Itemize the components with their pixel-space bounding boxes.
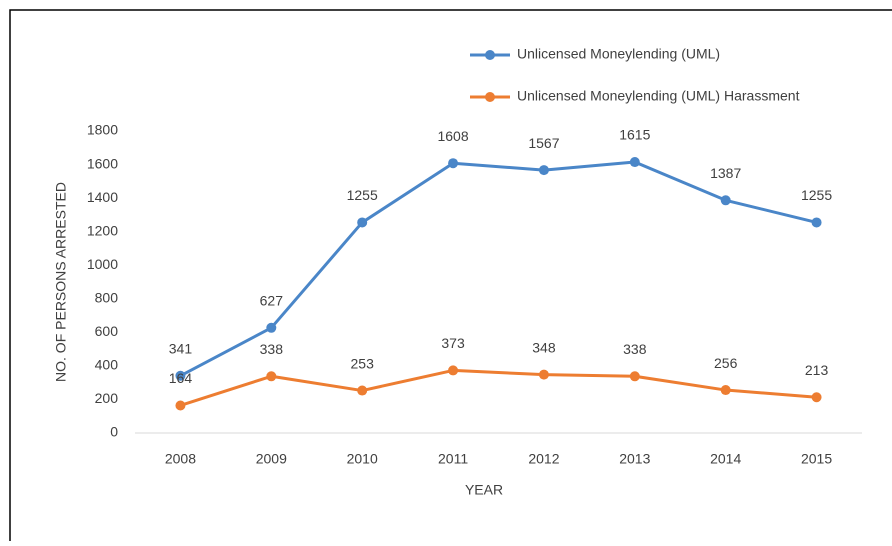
y-tick-label: 1800: [87, 122, 118, 138]
data-label: 1608: [437, 128, 468, 144]
legend-marker: [485, 50, 495, 60]
y-tick-label: 1400: [87, 189, 118, 205]
x-tick-label: 2010: [347, 451, 378, 467]
point: [357, 217, 368, 228]
y-tick-label: 0: [110, 424, 118, 440]
point: [720, 385, 731, 396]
y-tick-label: 800: [95, 289, 119, 305]
x-tick-label: 2008: [165, 451, 196, 467]
frame: [9, 9, 892, 546]
point: [629, 157, 640, 168]
point: [175, 370, 186, 381]
x-tick-label: 2009: [256, 451, 287, 467]
point: [357, 385, 368, 396]
y-tick-label: 1600: [87, 155, 118, 171]
legend-label: Unlicensed Moneylending (UML) Harassment: [517, 88, 800, 104]
point: [811, 217, 822, 228]
point: [538, 165, 549, 176]
data-label: 213: [805, 362, 829, 378]
data-label: 341: [169, 340, 193, 356]
point: [448, 365, 459, 376]
y-axis-label: NO. OF PERSONS ARRESTED: [53, 182, 69, 382]
data-label: 338: [260, 341, 284, 357]
y-tick-label: 200: [95, 390, 119, 406]
data-label: 1615: [619, 127, 650, 143]
point: [175, 400, 186, 411]
data-label: 1567: [528, 135, 559, 151]
x-tick-label: 2014: [710, 451, 741, 467]
legend-label: Unlicensed Moneylending (UML): [517, 46, 720, 62]
data-label: 338: [623, 341, 647, 357]
data-label: 627: [260, 293, 284, 309]
data-label: 373: [441, 335, 465, 351]
series-line: [179, 368, 817, 407]
data-label: 164: [169, 370, 193, 386]
point: [629, 371, 640, 382]
series-line: [179, 160, 817, 378]
data-label: 1255: [801, 187, 832, 203]
y-tick-label: 400: [95, 357, 119, 373]
y-tick-label: 1000: [87, 256, 118, 272]
point: [266, 322, 277, 333]
point: [811, 392, 822, 403]
point: [448, 158, 459, 169]
point: [266, 371, 277, 382]
x-tick-label: 2013: [619, 451, 650, 467]
data-label: 1387: [710, 165, 741, 181]
data-label: 348: [532, 339, 556, 355]
x-tick-label: 2012: [528, 451, 559, 467]
y-tick-label: 600: [95, 323, 119, 339]
data-label: 256: [714, 355, 738, 371]
x-tick-label: 2011: [438, 451, 468, 467]
legend-marker: [485, 92, 495, 102]
x-tick-label: 2015: [801, 451, 832, 467]
point: [538, 369, 549, 380]
y-tick-label: 1200: [87, 222, 118, 238]
point: [720, 195, 731, 206]
x-axis-label: YEAR: [465, 482, 503, 498]
data-label: 1255: [347, 187, 378, 203]
data-label: 253: [351, 355, 375, 371]
